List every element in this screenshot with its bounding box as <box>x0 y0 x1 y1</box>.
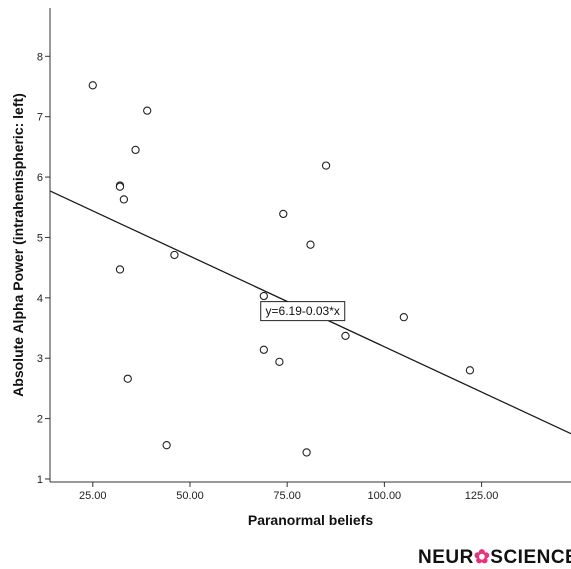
equation-annotation: y=6.19-0.03*x <box>260 301 346 322</box>
data-point <box>321 161 331 170</box>
data-point <box>399 313 408 322</box>
data-point <box>131 145 140 155</box>
data-point <box>119 195 129 204</box>
data-point <box>115 265 125 274</box>
y-tick-label: 2 <box>37 414 43 426</box>
data-point <box>143 106 152 115</box>
data-point <box>170 250 179 260</box>
logo-suffix: SCIENCE <box>490 547 571 568</box>
logo-flower-icon: ✿ <box>473 547 491 568</box>
y-tick-label: 4 <box>37 293 43 305</box>
x-tick-label: 50.00 <box>176 490 204 502</box>
y-axis-ticks: 1 2 3 4 5 6 7 8 <box>37 51 50 486</box>
neuroscience-logo: NEUR✿SCIENCE <box>418 546 571 569</box>
equation-label: y=6.19-0.03*x <box>266 304 340 318</box>
data-point <box>115 182 125 191</box>
x-tick-label: 25.00 <box>79 490 107 502</box>
x-axis-ticks: 25.00 50.00 75.00 100.00 125.00 <box>79 482 498 502</box>
y-tick-label: 1 <box>37 474 43 486</box>
equation-box <box>260 301 346 322</box>
data-point <box>279 209 288 219</box>
y-tick-label: 5 <box>37 232 43 244</box>
data-point <box>341 331 350 341</box>
x-tick-label: 75.00 <box>273 490 301 502</box>
y-tick-label: 8 <box>37 51 43 63</box>
data-point <box>88 81 97 90</box>
x-tick-label: 125.00 <box>465 490 499 502</box>
y-tick-label: 6 <box>37 172 43 184</box>
y-tick-label: 3 <box>37 353 43 365</box>
data-point <box>162 441 171 450</box>
data-points <box>88 81 475 457</box>
data-point <box>259 345 268 354</box>
data-point <box>123 374 132 383</box>
y-tick-label: 7 <box>37 112 43 124</box>
data-point <box>302 448 311 457</box>
data-point <box>275 357 284 366</box>
y-axis-title: Absolute Alpha Power (intrahemispheric: … <box>10 93 26 397</box>
data-point <box>465 366 475 375</box>
data-point <box>306 240 315 249</box>
x-tick-label: 100.00 <box>368 490 402 502</box>
x-axis-title: Paranormal beliefs <box>248 512 373 528</box>
logo-prefix: NEUR <box>418 547 474 568</box>
data-point <box>259 291 268 301</box>
